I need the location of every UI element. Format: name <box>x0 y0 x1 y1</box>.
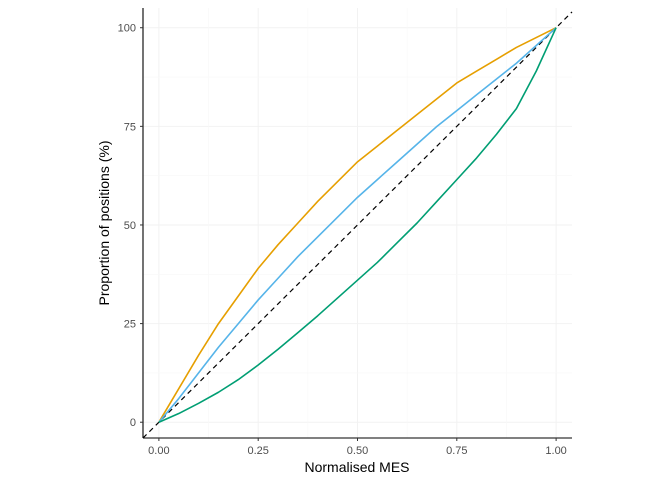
series-lines <box>158 27 557 423</box>
x-tick-label-4: 1.00 <box>545 445 566 457</box>
reference-line <box>142 11 573 439</box>
series-line-0 <box>158 27 557 423</box>
reference-diagonal <box>142 11 573 439</box>
y-tick-label-4: 100 <box>118 23 136 35</box>
x-tick-label-1: 0.25 <box>247 445 268 457</box>
y-tick-label-2: 50 <box>124 220 136 232</box>
y-tick-label-3: 75 <box>124 121 136 133</box>
series-line-1 <box>158 27 557 423</box>
x-tick-label-2: 0.50 <box>347 445 368 457</box>
x-axis-title: Normalised MES <box>304 459 409 475</box>
x-tick-label-0: 0.00 <box>148 445 169 457</box>
y-tick-label-1: 25 <box>124 319 136 331</box>
y-tick-label-0: 0 <box>130 417 136 429</box>
y-axis-ticks: 0 25 50 75 100 <box>118 23 143 429</box>
x-axis-ticks: 0.00 0.25 0.50 0.75 1.00 <box>148 438 567 457</box>
y-axis-title: Proportion of positions (%) <box>96 141 112 306</box>
grid-lines <box>143 8 572 438</box>
series-line-2 <box>158 27 557 423</box>
x-tick-label-3: 0.75 <box>446 445 467 457</box>
